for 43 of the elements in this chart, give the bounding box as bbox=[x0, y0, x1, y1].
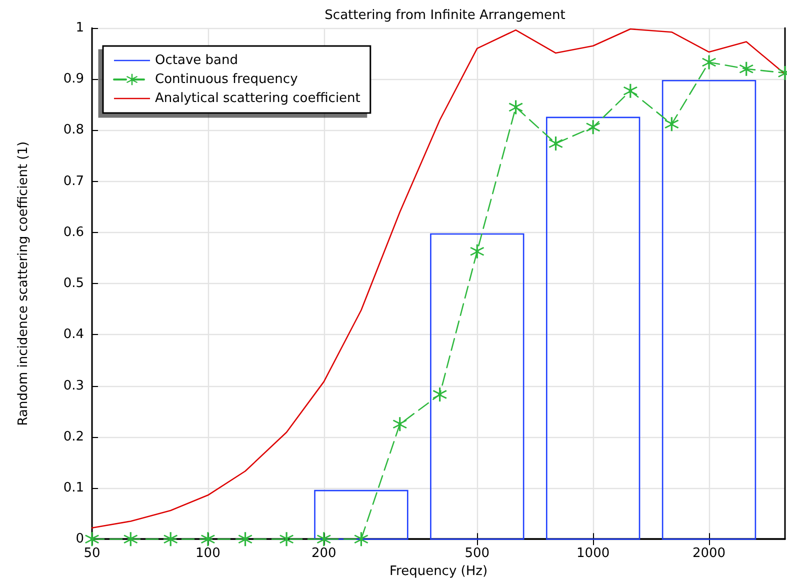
point bbox=[548, 136, 563, 151]
point bbox=[85, 532, 99, 546]
y-tick-label: 0.6 bbox=[63, 224, 84, 240]
chart-title: Scattering from Infinite Arrangement bbox=[324, 8, 566, 23]
y-tick-label: 1 bbox=[76, 20, 84, 36]
point bbox=[739, 62, 754, 76]
point bbox=[702, 55, 716, 70]
y-tick-label: 0 bbox=[76, 532, 84, 547]
y-tick-label: 0.9 bbox=[63, 72, 84, 87]
x-tick-label: 200 bbox=[311, 546, 336, 562]
legend-label: Octave band bbox=[155, 53, 238, 68]
legend-label: Analytical scattering coefficient bbox=[155, 91, 360, 106]
y-axis-title: Random incidence scattering coefficient (1) bbox=[16, 141, 31, 426]
x-axis-title: Frequency (Hz) bbox=[389, 564, 488, 579]
y-tick-label: 0.1 bbox=[63, 480, 84, 496]
y-tick-label: 0.5 bbox=[63, 276, 84, 292]
point bbox=[586, 120, 600, 134]
x-tick-label: 50 bbox=[84, 546, 100, 562]
y-tick-label: 0.7 bbox=[63, 174, 84, 189]
point bbox=[623, 84, 638, 98]
y-tick-label: 0.4 bbox=[63, 327, 84, 342]
bar bbox=[662, 80, 756, 540]
x-tick-label: 1000 bbox=[576, 546, 610, 562]
y-tick-label: 0.2 bbox=[63, 429, 84, 444]
point bbox=[354, 532, 368, 546]
y-tick-label: 0.8 bbox=[63, 122, 84, 138]
point bbox=[508, 100, 523, 114]
x-tick-label: 500 bbox=[464, 546, 490, 562]
legend-label: Continuous frequency bbox=[155, 72, 298, 87]
bar bbox=[430, 233, 524, 540]
point bbox=[200, 532, 215, 546]
point bbox=[432, 387, 447, 402]
point bbox=[238, 532, 252, 546]
bar bbox=[546, 116, 640, 540]
point bbox=[164, 532, 178, 546]
x-tick-label: 2000 bbox=[692, 546, 726, 562]
bar bbox=[314, 490, 408, 540]
x-tick-label: 100 bbox=[196, 546, 220, 562]
point bbox=[124, 532, 138, 546]
y-tick-label: 0.3 bbox=[63, 378, 84, 394]
point bbox=[316, 532, 331, 546]
point bbox=[470, 244, 484, 258]
point bbox=[392, 417, 407, 432]
